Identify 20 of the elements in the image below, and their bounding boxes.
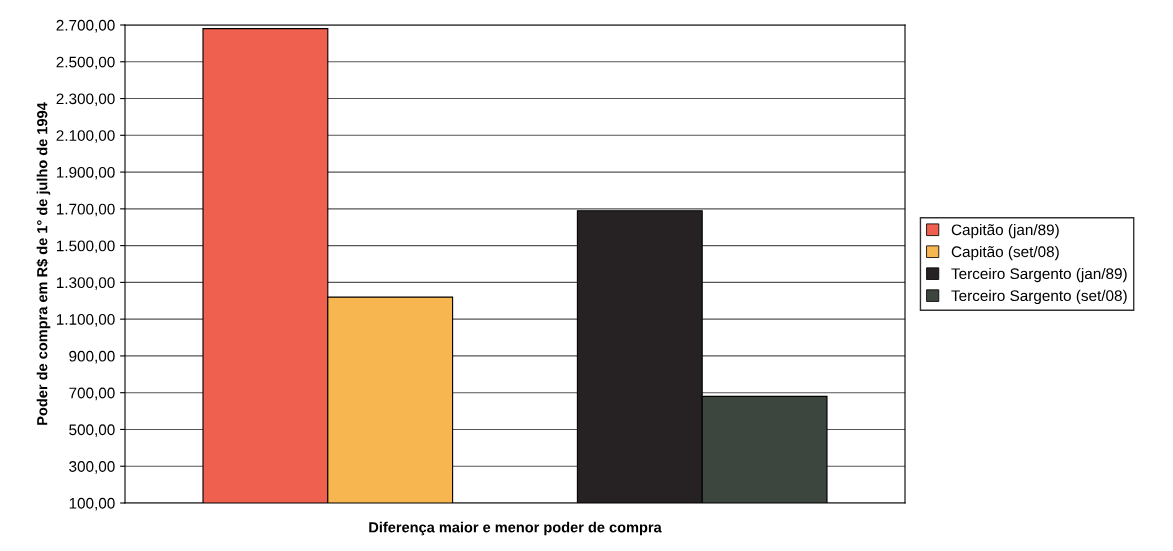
y-tick-label: 2.100,00 (56, 130, 115, 143)
y-tick-label: 100,00 (69, 497, 115, 511)
y-tick-label: 1.300,00 (56, 277, 115, 290)
x-axis-title: Diferença maior e menor poder de compra (369, 521, 662, 536)
y-tick-label: 1.900,00 (56, 166, 115, 180)
legend-label: Terceiro Sargento (jan/89) (951, 267, 1127, 283)
y-tick-label: 2.700,00 (56, 19, 115, 33)
y-tick-label: 1.700,00 (56, 203, 115, 217)
y-tick-label: 1.100,00 (56, 314, 115, 327)
y-tick-label: 1.500,00 (56, 240, 115, 254)
y-axis-title: Poder de compra em R$ de 1° de julho de 1994 (36, 102, 51, 425)
y-tick-label: 500,00 (69, 424, 115, 437)
y-tick-label: 700,00 (69, 387, 115, 401)
y-tick-label: 900,00 (69, 350, 115, 364)
legend-label: Capitão (set/08) (951, 245, 1059, 261)
y-tick-label: 300,00 (69, 461, 115, 474)
legend-label: Capitão (jan/89) (951, 223, 1059, 239)
legend-label: Terceiro Sargento (set/08) (951, 289, 1127, 305)
y-tick-label: 2.500,00 (56, 56, 115, 70)
y-tick-label: 2.300,00 (56, 93, 115, 107)
